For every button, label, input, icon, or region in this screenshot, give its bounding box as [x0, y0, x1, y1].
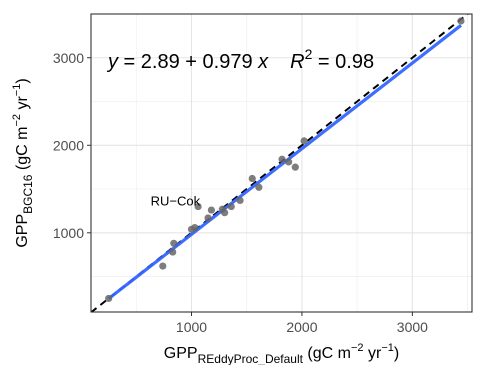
x-axis-title: GPPREddyProc_Default (gC m−2 yr−1) [164, 342, 399, 365]
data-point [300, 137, 308, 145]
y-title-unit-end: ) [14, 78, 31, 83]
y-title-sub: BGC16 [21, 174, 35, 214]
x-title-unit-mid: yr [364, 345, 382, 362]
plot-panel-border [90, 13, 473, 313]
x-title-unit-end: ) [394, 345, 399, 362]
x-title-exp2: −1 [381, 342, 394, 354]
y-axis-title: GPPBGC16 (gC m−2 yr−1) [11, 78, 35, 247]
equation-x: x [257, 51, 269, 73]
data-point [159, 262, 167, 270]
data-point [227, 202, 235, 211]
equation-r2-value: = 0.98 [312, 51, 374, 73]
data-point [204, 214, 212, 222]
x-title-exp1: −2 [351, 342, 364, 354]
data-point [169, 248, 177, 256]
x-tick-label: 1000 [176, 319, 207, 335]
equation-r-exponent: 2 [305, 46, 313, 62]
equation-coefficients: = 2.89 + 0.979 [118, 51, 258, 73]
y-tick-label: 2000 [53, 137, 84, 153]
data-point [248, 174, 256, 183]
data-point [170, 239, 178, 247]
data-point [207, 206, 215, 214]
regression-equation: y = 2.89 + 0.979 x R2 = 0.98 [106, 46, 374, 73]
data-point [255, 183, 263, 191]
y-title-main: GPP [14, 214, 31, 248]
data-point [457, 17, 465, 25]
data-point [191, 223, 199, 232]
y-title-unit-start: (gC m [14, 127, 31, 175]
data-point [194, 202, 202, 211]
x-tick-label: 2000 [286, 319, 317, 335]
x-title-sub: REddyProc_Default [198, 352, 304, 365]
x-title-unit-start: (gC m [303, 345, 351, 362]
points [105, 17, 465, 303]
y-title-unit-mid: yr [14, 96, 31, 114]
y-title-exp2: −1 [11, 84, 23, 97]
equation-y: y [106, 51, 119, 73]
axis-ticks: 1000 2000 3000 1000 2000 3000 [53, 50, 428, 335]
x-tick-label: 3000 [397, 319, 428, 335]
grid [91, 14, 472, 312]
y-tick-label: 1000 [53, 225, 84, 241]
y-tick-label: 3000 [53, 50, 84, 66]
regression-fit-line [107, 24, 462, 300]
data-point [236, 196, 244, 205]
data-point [105, 294, 113, 303]
data-point [285, 158, 293, 166]
point-annotation: RU−Cok [151, 194, 201, 209]
y-title-exp1: −2 [11, 114, 23, 127]
equation-r: R [290, 51, 304, 73]
data-point [291, 163, 299, 171]
data-point [221, 209, 229, 217]
data-point [278, 155, 286, 163]
x-title-main: GPP [164, 345, 198, 362]
